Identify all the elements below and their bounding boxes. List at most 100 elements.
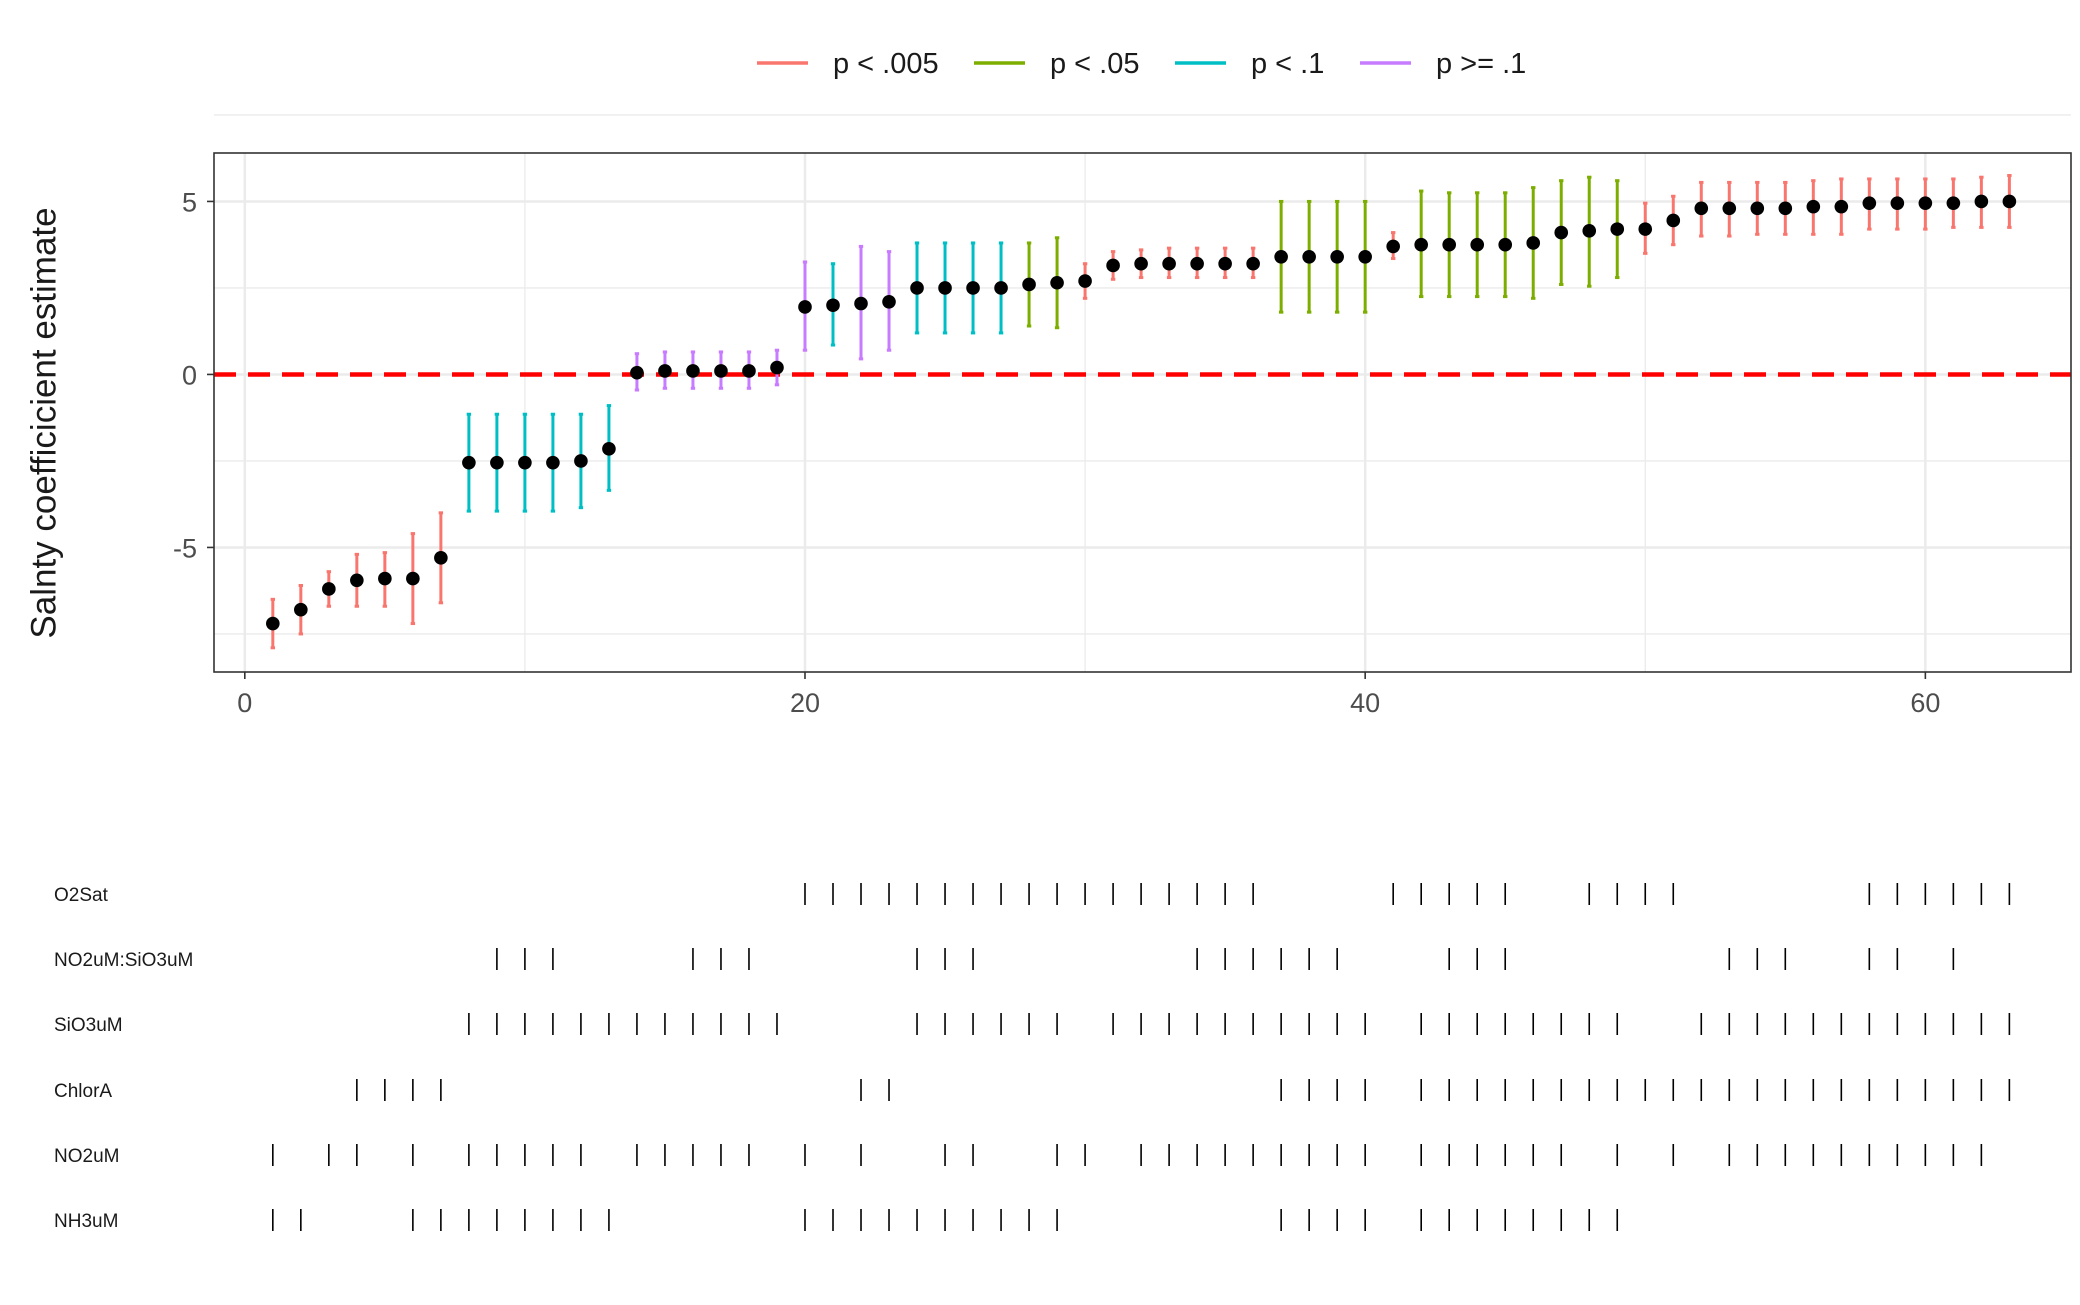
point-10 <box>518 455 532 470</box>
legend-item-1: p < .005 <box>757 48 939 80</box>
point-17 <box>714 364 728 378</box>
point-48 <box>1582 224 1597 238</box>
x-tick-label: 20 <box>790 688 820 718</box>
point-51 <box>1666 213 1681 228</box>
y-tick-label: -5 <box>173 533 197 563</box>
point-52 <box>1694 201 1709 216</box>
point-46 <box>1526 236 1541 250</box>
point-1 <box>266 616 280 631</box>
point-39 <box>1330 249 1344 264</box>
indicator-row-label: NH3uM <box>54 1211 118 1232</box>
point-53 <box>1722 201 1737 216</box>
point-26 <box>966 281 980 295</box>
point-59 <box>1890 196 1905 210</box>
point-54 <box>1750 201 1765 216</box>
panel-border <box>213 152 2072 673</box>
error-bars <box>270 173 2012 650</box>
point-58 <box>1862 196 1877 210</box>
point-33 <box>1162 256 1176 271</box>
point-37 <box>1274 249 1288 264</box>
legend-label: p < .005 <box>833 48 939 80</box>
point-2 <box>294 602 308 617</box>
legend-item-2: p < .05 <box>974 48 1140 80</box>
point-6 <box>406 571 420 586</box>
point-18 <box>742 364 756 378</box>
x-tick-label: 60 <box>1910 688 1940 718</box>
indicator-row-o2sat: O2Sat <box>54 883 2011 906</box>
point-55 <box>1778 201 1793 216</box>
point-62 <box>1974 194 1989 209</box>
point-21 <box>826 298 840 313</box>
indicator-row-label: NO2uM <box>54 1146 119 1167</box>
point-61 <box>1946 196 1961 210</box>
y-tick-label: 0 <box>182 360 197 390</box>
point-42 <box>1414 237 1428 252</box>
point-47 <box>1554 225 1569 240</box>
point-56 <box>1806 199 1821 214</box>
points <box>266 194 2017 631</box>
legend-label: p >= .1 <box>1436 48 1526 80</box>
point-7 <box>434 551 448 565</box>
point-32 <box>1134 256 1148 271</box>
indicator-row-label: NO2uM:SiO3uM <box>54 950 193 971</box>
point-24 <box>910 281 924 295</box>
point-36 <box>1246 256 1260 271</box>
y-axis-ticks: 5 0 -5 <box>173 187 214 563</box>
x-tick-label: 40 <box>1350 688 1380 718</box>
point-3 <box>322 582 336 596</box>
point-8 <box>462 455 476 470</box>
point-28 <box>1022 277 1036 292</box>
x-axis-ticks: 0 20 40 60 <box>237 672 1940 718</box>
indicator-row-chlora: ChlorA <box>54 1079 2011 1102</box>
legend-label: p < .05 <box>1050 48 1140 80</box>
indicator-row-label: O2Sat <box>54 885 109 906</box>
point-60 <box>1918 196 1933 210</box>
indicator-row-no2um: NO2uM <box>54 1144 1983 1167</box>
point-14 <box>630 365 644 380</box>
point-34 <box>1190 256 1204 271</box>
indicator-row-label: ChlorA <box>54 1081 112 1102</box>
y-axis-label: Salnty coefficicient estimate <box>24 207 63 638</box>
point-15 <box>658 364 672 378</box>
point-4 <box>350 573 364 588</box>
legend-item-3: p < .1 <box>1175 48 1324 80</box>
indicator-rows: O2Sat NO2uM:SiO3uM SiO3uM ChlorA NO2uM NH3uM <box>54 883 2011 1232</box>
indicator-row-no2um-sio3um: NO2uM:SiO3uM <box>54 948 1955 971</box>
point-27 <box>994 281 1008 295</box>
legend-item-4: p >= .1 <box>1360 48 1526 80</box>
point-44 <box>1470 237 1485 252</box>
plot-panel <box>213 114 2072 673</box>
point-5 <box>378 571 392 586</box>
legend: p < .005 p < .05 p < .1 p >= .1 <box>757 48 1526 80</box>
point-50 <box>1638 222 1653 236</box>
point-11 <box>546 455 560 470</box>
point-31 <box>1106 258 1120 273</box>
point-13 <box>602 442 616 456</box>
point-12 <box>574 454 588 468</box>
point-16 <box>686 364 700 378</box>
point-38 <box>1302 249 1316 264</box>
x-tick-label: 0 <box>237 688 252 718</box>
point-40 <box>1358 249 1372 264</box>
point-25 <box>938 281 952 295</box>
indicator-row-label: SiO3uM <box>54 1015 123 1036</box>
point-63 <box>2002 194 2017 209</box>
point-57 <box>1834 199 1849 214</box>
point-35 <box>1218 256 1232 271</box>
point-43 <box>1442 237 1456 252</box>
point-9 <box>490 455 504 470</box>
point-49 <box>1610 222 1625 236</box>
point-19 <box>770 360 784 375</box>
point-29 <box>1050 275 1064 290</box>
point-30 <box>1078 274 1092 288</box>
y-tick-label: 5 <box>182 187 197 217</box>
point-20 <box>798 300 812 314</box>
legend-label: p < .1 <box>1251 48 1324 80</box>
point-41 <box>1386 239 1400 254</box>
indicator-row-sio3um: SiO3uM <box>54 1013 2011 1036</box>
indicator-row-nh3um: NH3uM <box>54 1209 1619 1232</box>
point-45 <box>1498 237 1513 252</box>
grid <box>214 114 2071 672</box>
